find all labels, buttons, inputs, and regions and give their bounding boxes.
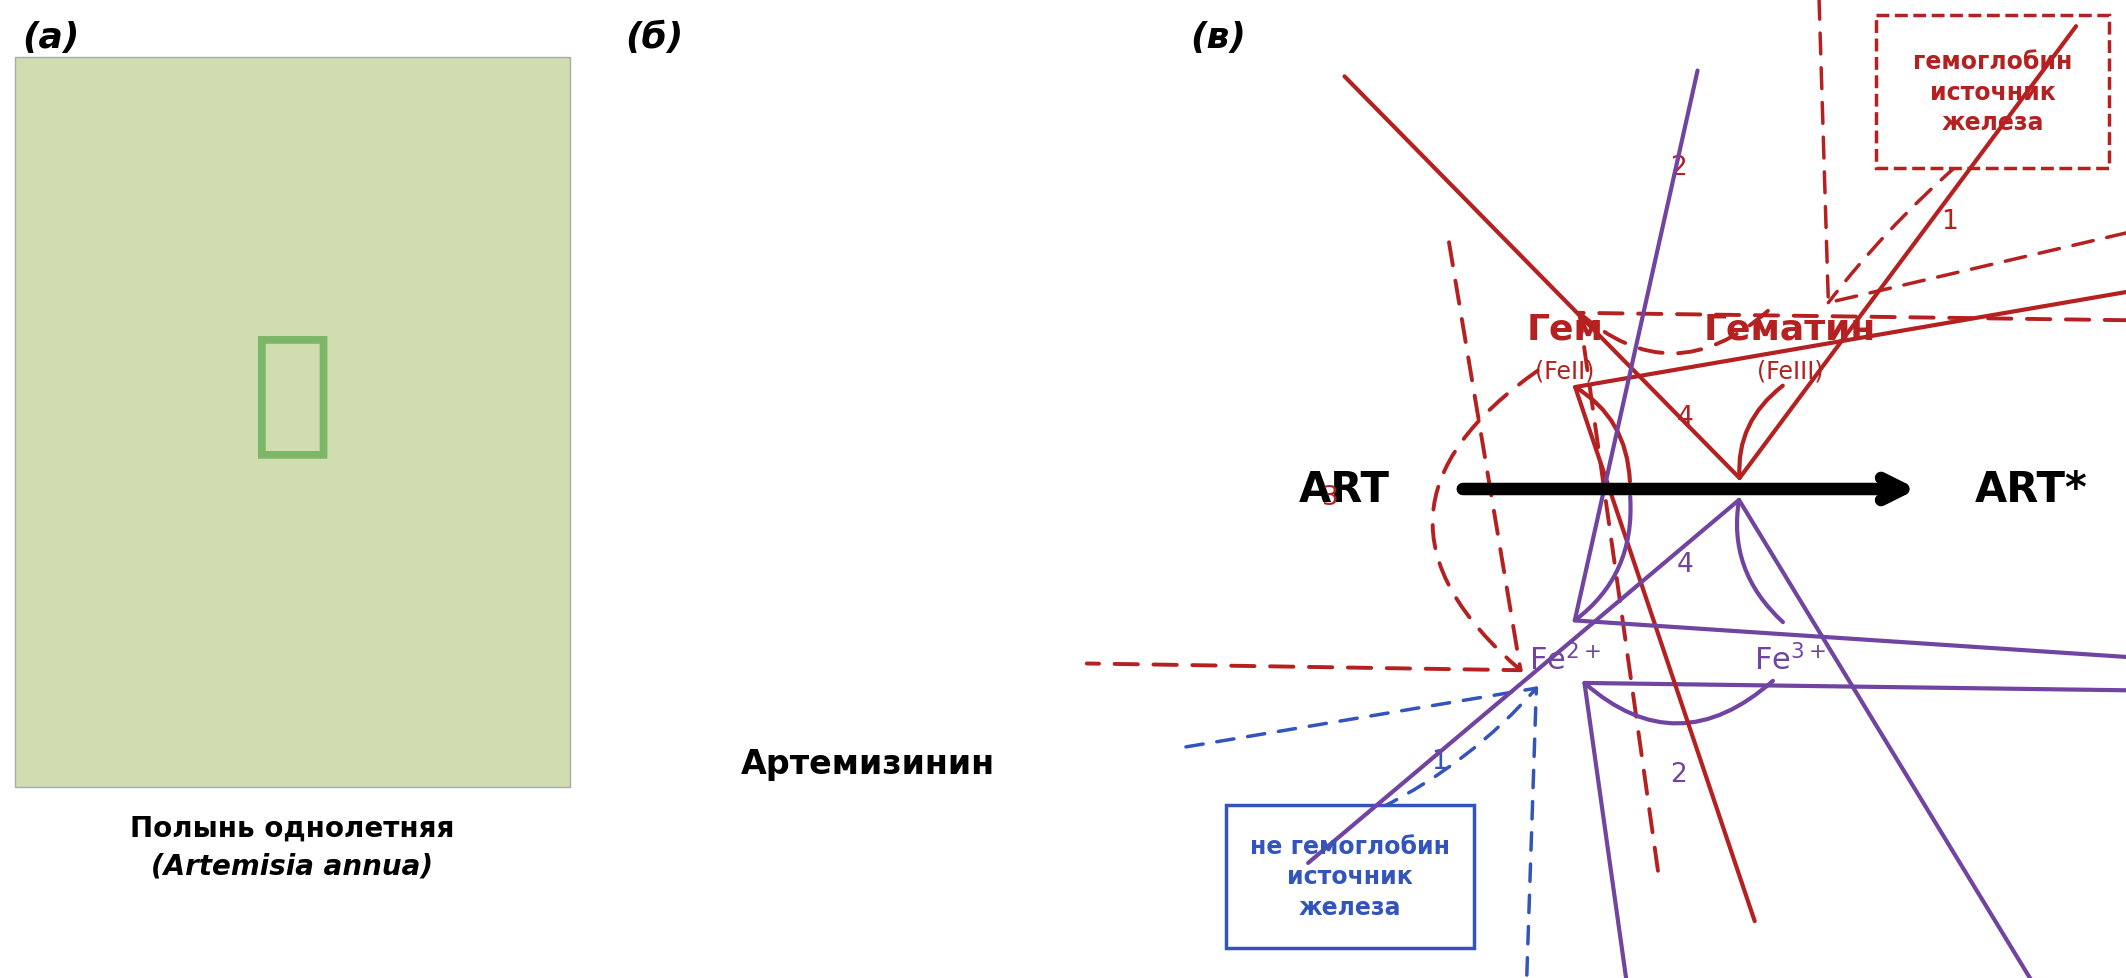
Text: ART: ART — [1299, 468, 1390, 511]
Text: 2: 2 — [1669, 761, 1686, 787]
Text: Полынь однолетняя: Полынь однолетняя — [130, 814, 455, 842]
FancyArrowPatch shape — [1186, 689, 1537, 978]
Text: 1: 1 — [1941, 208, 1958, 235]
FancyArrowPatch shape — [1344, 27, 2077, 478]
FancyArrowPatch shape — [1584, 681, 2126, 978]
FancyArrowPatch shape — [1307, 501, 2032, 978]
FancyArrowPatch shape — [1575, 292, 2126, 921]
Text: Гем: Гем — [1526, 313, 1603, 346]
Text: (Artemisia annua): (Artemisia annua) — [151, 852, 434, 880]
FancyBboxPatch shape — [1875, 16, 2109, 169]
Text: 🌿: 🌿 — [251, 328, 334, 462]
Text: (б): (б) — [625, 21, 682, 55]
Bar — [15, 58, 570, 787]
Text: (FeIII): (FeIII) — [1756, 360, 1824, 383]
Text: Fe$^{2+}$: Fe$^{2+}$ — [1529, 644, 1601, 676]
FancyArrowPatch shape — [1575, 71, 2126, 658]
FancyBboxPatch shape — [1227, 805, 1473, 948]
FancyArrowPatch shape — [1086, 243, 1537, 671]
Text: Гематин: Гематин — [1703, 313, 1875, 346]
Text: гемоглобин
источник
железа: гемоглобин источник железа — [1913, 50, 2073, 135]
Text: ART*: ART* — [1975, 468, 2088, 511]
FancyArrowPatch shape — [1818, 0, 2126, 303]
FancyArrowPatch shape — [1580, 312, 2126, 870]
Text: Fe$^{3+}$: Fe$^{3+}$ — [1754, 644, 1826, 676]
Text: Артемизинин: Артемизинин — [742, 747, 995, 780]
Text: 3: 3 — [1322, 484, 1339, 511]
Text: (а): (а) — [21, 21, 79, 55]
Text: (FeII): (FeII) — [1535, 360, 1594, 383]
Text: 1: 1 — [1431, 748, 1448, 775]
Text: не гемоглобин
источник
железа: не гемоглобин источник железа — [1250, 834, 1450, 919]
Text: (в): (в) — [1191, 21, 1246, 55]
Text: 4: 4 — [1677, 405, 1694, 430]
Text: 4: 4 — [1677, 552, 1694, 577]
Text: 2: 2 — [1669, 155, 1686, 181]
